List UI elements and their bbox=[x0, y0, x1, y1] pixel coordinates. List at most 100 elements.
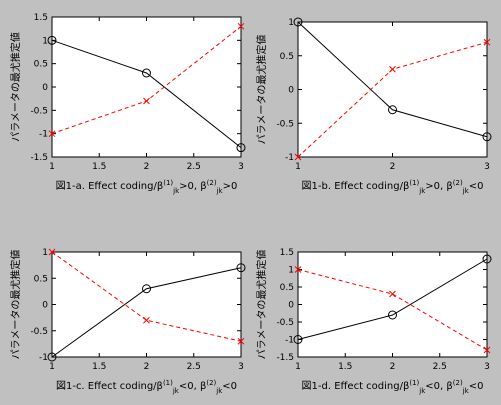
caption-sub1: jk bbox=[418, 387, 426, 395]
data-point-circle bbox=[482, 132, 492, 142]
y-tick-label: -0.5 bbox=[30, 327, 48, 337]
x-tick-label: 2.5 bbox=[433, 362, 447, 372]
x-tick-label: 2.5 bbox=[187, 362, 201, 372]
panel-4: 1 1.5 2 2.5 3 -1.5 -1 -0.5 0 0.5 1 1.5 パラメータの最尤推定値図1… bbox=[255, 248, 492, 395]
caption-sub2: jk bbox=[462, 387, 470, 395]
data-point-circle bbox=[388, 310, 397, 320]
x-tick-label: 1.5 bbox=[92, 362, 106, 372]
caption-main: 図1-a. Effect coding/β bbox=[56, 180, 164, 192]
caption-end: <0 bbox=[222, 381, 237, 392]
x-tick-label: 2 bbox=[144, 162, 150, 172]
y-tick-label: 0 bbox=[42, 83, 48, 93]
x-tick-label: 2 bbox=[144, 362, 150, 372]
caption-mid: >0, β bbox=[179, 181, 206, 192]
y-tick-label: 0.5 bbox=[280, 283, 294, 293]
data-point-circle bbox=[142, 68, 151, 78]
series-line-1 bbox=[297, 258, 488, 340]
caption-sup1: (1) bbox=[163, 179, 173, 187]
x-tick-label: 3 bbox=[238, 362, 244, 372]
data-point-x bbox=[294, 266, 302, 273]
series-line-2 bbox=[297, 269, 488, 351]
caption-sub2: jk bbox=[462, 187, 470, 195]
x-tick-label: 1 bbox=[49, 162, 55, 172]
y-tick-label: 1 bbox=[288, 266, 294, 276]
y-axis-label: パラメータの最尤推定値 bbox=[9, 32, 22, 142]
y-axis-label: パラメータの最尤推定値 bbox=[255, 35, 268, 145]
caption-main: 図1-b. Effect coding/β bbox=[302, 180, 410, 192]
y-tick-label: 1.5 bbox=[280, 248, 294, 258]
data-point-x bbox=[389, 290, 396, 298]
data-point-circle bbox=[47, 352, 57, 362]
y-tick-label: 0 bbox=[288, 301, 294, 311]
plot-area bbox=[51, 16, 242, 158]
data-point-circle bbox=[47, 35, 57, 45]
data-point-x bbox=[389, 65, 396, 73]
caption-sub2: jk bbox=[215, 387, 223, 395]
data-point-x bbox=[48, 130, 56, 138]
y-tick-label: -1 bbox=[39, 130, 48, 140]
y-tick-label: 0.5 bbox=[280, 52, 294, 62]
x-tick-label: 3 bbox=[484, 362, 490, 372]
x-tick-label: 3 bbox=[238, 162, 244, 172]
caption-sup1: (1) bbox=[409, 179, 419, 187]
y-tick-label: 1 bbox=[42, 248, 48, 258]
series-line-1 bbox=[51, 39, 242, 149]
y-tick-label: -0.5 bbox=[276, 318, 294, 328]
data-point-circle bbox=[236, 263, 246, 273]
plot-area bbox=[297, 21, 488, 158]
data-point-x bbox=[483, 38, 491, 46]
caption-sup2: (2) bbox=[207, 179, 217, 187]
plot-area bbox=[51, 251, 242, 358]
panel-1: 1 1.5 2 2.5 3 -1.5 -1 -0.5 0 0.5 1 1.5 パラメータの最尤推定値図1… bbox=[9, 13, 246, 195]
data-point-x bbox=[294, 153, 302, 161]
plot-area bbox=[297, 251, 488, 358]
data-point-circle bbox=[482, 254, 492, 264]
x-tick-label: 3 bbox=[484, 162, 490, 172]
series-line-1 bbox=[297, 21, 488, 138]
data-point-x bbox=[143, 316, 150, 324]
caption-sup2: (2) bbox=[453, 179, 463, 187]
x-tick-label: 1.5 bbox=[92, 162, 106, 172]
x-tick-label: 2.5 bbox=[187, 162, 201, 172]
y-tick-label: -1.5 bbox=[276, 353, 294, 363]
y-tick-label: -1 bbox=[39, 353, 48, 363]
caption-main: 図1-d. Effect coding/β bbox=[302, 380, 410, 392]
y-axis-label: パラメータの最尤推定値 bbox=[9, 250, 22, 360]
y-tick-label: 0.5 bbox=[34, 274, 48, 284]
y-tick-label: -1 bbox=[285, 153, 294, 163]
data-point-x bbox=[237, 22, 245, 30]
x-tick-label: 2 bbox=[390, 162, 396, 172]
figure-caption: 図1-d. Effect coding/β(1)jk<0, β(2)jk<0 bbox=[302, 379, 484, 395]
x-tick-label: 1 bbox=[295, 162, 301, 172]
caption-sub1: jk bbox=[172, 387, 180, 395]
caption-mid: <0, β bbox=[179, 381, 206, 392]
y-tick-label: 1.5 bbox=[34, 13, 48, 23]
caption-sub1: jk bbox=[172, 187, 180, 195]
y-tick-label: 0.5 bbox=[34, 60, 48, 70]
caption-mid: <0, β bbox=[425, 381, 452, 392]
data-point-circle bbox=[388, 105, 397, 115]
data-point-circle bbox=[142, 284, 151, 294]
y-tick-label: 1 bbox=[288, 18, 294, 28]
caption-end: <0 bbox=[469, 381, 484, 392]
y-tick-label: -0.5 bbox=[276, 119, 294, 129]
y-tick-label: -0.5 bbox=[30, 106, 48, 116]
y-tick-label: 1 bbox=[42, 36, 48, 46]
data-point-x bbox=[143, 97, 150, 105]
caption-sub1: jk bbox=[418, 187, 426, 195]
figure-caption: 図1-b. Effect coding/β(1)jk>0, β(2)jk<0 bbox=[302, 179, 484, 195]
y-axis-label: パラメータの最尤推定値 bbox=[255, 250, 268, 360]
caption-sup2: (2) bbox=[453, 379, 463, 387]
data-point-x bbox=[48, 248, 56, 256]
x-tick-label: 1.5 bbox=[338, 362, 352, 372]
caption-end: <0 bbox=[469, 181, 484, 192]
y-tick-label: -1 bbox=[285, 336, 294, 346]
y-tick-label: 0 bbox=[288, 86, 294, 96]
data-point-x bbox=[483, 346, 491, 354]
caption-sup2: (2) bbox=[206, 379, 216, 387]
series-line-2 bbox=[51, 251, 242, 342]
caption-mid: >0, β bbox=[425, 181, 452, 192]
data-point-circle bbox=[293, 17, 303, 27]
